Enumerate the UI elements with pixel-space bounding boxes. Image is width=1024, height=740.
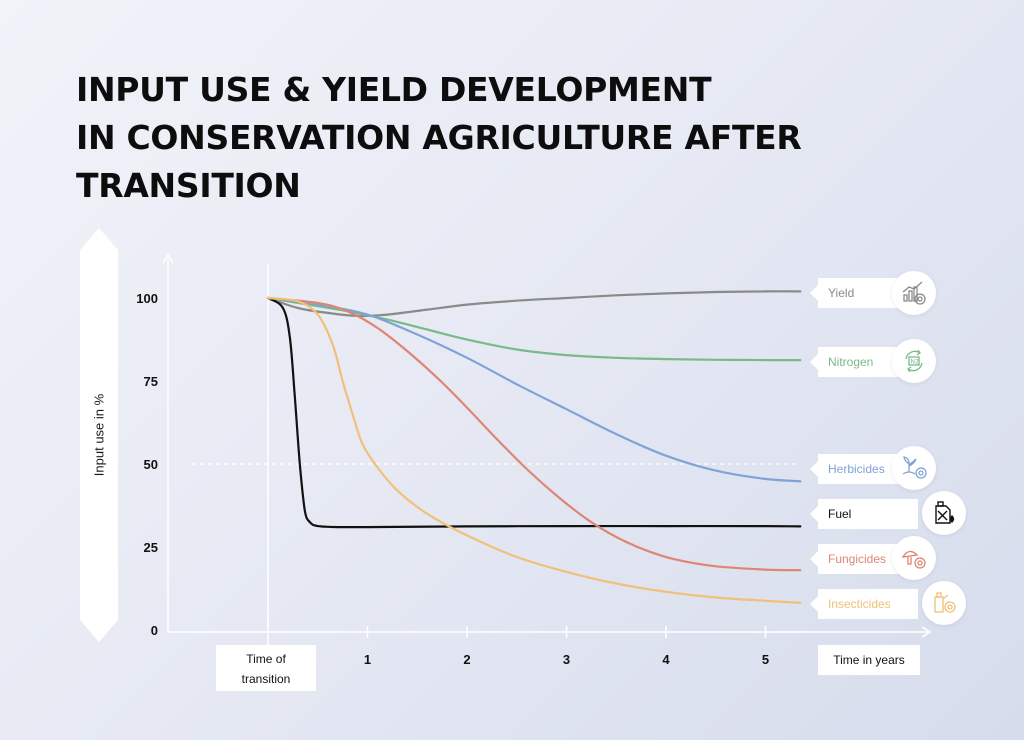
legend-tag-insecticides: Insecticides xyxy=(810,589,918,619)
legend-label-herbicides: Herbicides xyxy=(828,462,885,476)
legend-label-insecticides: Insecticides xyxy=(828,597,891,611)
series-line-fuel xyxy=(266,296,802,529)
y-tick-label: 100 xyxy=(136,291,158,306)
x-axis-label: Time in years xyxy=(818,645,920,675)
legend-label-fungicides: Fungicides xyxy=(828,552,887,566)
y-tick-label: 25 xyxy=(144,540,158,555)
y-tick-label: 0 xyxy=(151,623,158,638)
x-axis-arrow xyxy=(921,626,932,638)
title-line-2: IN CONSERVATION AGRICULTURE AFTER xyxy=(76,118,802,157)
series-line-nitrogen xyxy=(266,296,802,362)
svg-text:N2: N2 xyxy=(911,359,919,366)
nitrogen-cycle-icon: N2 xyxy=(892,339,936,383)
chart-ticks: 0 25 50 75 100 1 2 3 4 5 xyxy=(136,291,769,667)
mushroom-icon xyxy=(892,536,936,580)
legend-label-nitrogen: Nitrogen xyxy=(828,355,874,369)
title-line-3: TRANSITION xyxy=(76,166,301,205)
chart-axes xyxy=(162,253,932,650)
x-tick-label: 2 xyxy=(463,652,470,667)
series-line-yield xyxy=(266,290,802,318)
y-tick-label: 75 xyxy=(144,374,158,389)
chart-series xyxy=(266,290,802,604)
y-tick-label: 50 xyxy=(144,457,158,472)
insect-spray-icon xyxy=(922,581,966,625)
series-line-insecticides xyxy=(266,296,802,604)
legend-label-yield: Yield xyxy=(828,286,855,300)
x-tick-label: 5 xyxy=(762,652,769,667)
series-line-herbicides xyxy=(266,296,802,483)
x-origin-label-line-1: Time of xyxy=(246,652,286,666)
legend-tag-fuel: Fuel xyxy=(810,499,918,529)
title-line-1: INPUT USE & YIELD DEVELOPMENT xyxy=(76,70,712,109)
x-origin-label: Time of transition xyxy=(216,645,316,691)
legend-label-fuel: Fuel xyxy=(828,507,852,521)
yield-chart-icon xyxy=(892,271,936,315)
series-line-fungicides xyxy=(266,296,802,572)
x-origin-label-line-2: transition xyxy=(241,672,291,686)
y-axis-arrow xyxy=(162,253,174,264)
fuel-canister-icon xyxy=(922,491,966,535)
x-tick-label: 1 xyxy=(364,652,371,667)
x-tick-label: 4 xyxy=(662,652,670,667)
y-axis-label-band xyxy=(80,228,118,642)
chart-title: INPUT USE & YIELD DEVELOPMENT IN CONSERV… xyxy=(76,66,836,210)
weed-spray-icon xyxy=(892,446,936,490)
x-tick-label: 3 xyxy=(563,652,570,667)
